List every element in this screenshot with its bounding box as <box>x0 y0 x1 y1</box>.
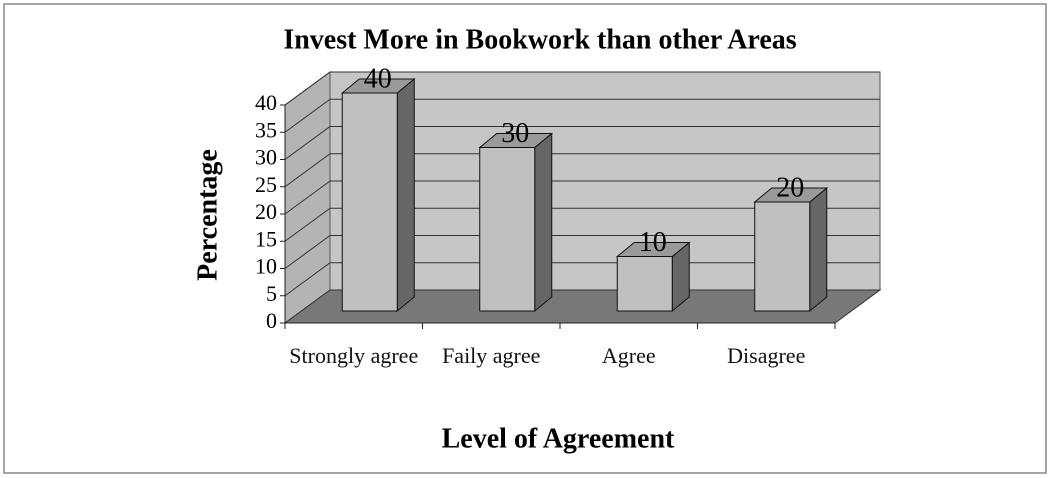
grid-line <box>284 207 331 242</box>
data-label: 40 <box>364 63 392 94</box>
y-tick-label: 0 <box>266 308 277 333</box>
bar-side <box>534 132 553 313</box>
y-tick-label: 20 <box>255 199 277 224</box>
x-tick-label: Faily agree <box>442 343 541 368</box>
y-tick-label: 30 <box>255 145 277 170</box>
y-tick-label: 40 <box>255 90 277 115</box>
data-label: 30 <box>501 118 529 149</box>
x-tick-label: Disagree <box>727 343 806 368</box>
grid-line <box>284 153 331 188</box>
grid-line <box>284 126 331 160</box>
grid-line <box>284 235 331 269</box>
bar-side <box>809 186 828 313</box>
bar <box>754 201 811 312</box>
x-tick-label: Strongly agree <box>289 343 419 368</box>
bar-side <box>396 77 415 313</box>
grid-line <box>284 262 331 297</box>
x-tick-label: Agree <box>601 343 656 368</box>
data-label: 10 <box>639 227 667 258</box>
bar <box>479 147 536 312</box>
y-tick-label: 35 <box>255 117 277 142</box>
y-tick-label: 25 <box>255 172 277 197</box>
y-tick-label: 5 <box>266 281 277 306</box>
bar <box>341 92 398 312</box>
x-axis-title: Level of Agreement <box>442 423 675 454</box>
y-axis-title: Percentage <box>192 149 223 281</box>
bar <box>616 256 673 312</box>
data-label: 20 <box>776 172 804 203</box>
grid-line <box>284 98 331 133</box>
grid-line <box>284 180 331 215</box>
grid-line <box>284 71 331 106</box>
y-tick-label: 15 <box>255 226 277 251</box>
y-tick-label: 10 <box>255 254 277 279</box>
chart-title: Invest More in Bookwork than other Areas <box>283 24 796 55</box>
